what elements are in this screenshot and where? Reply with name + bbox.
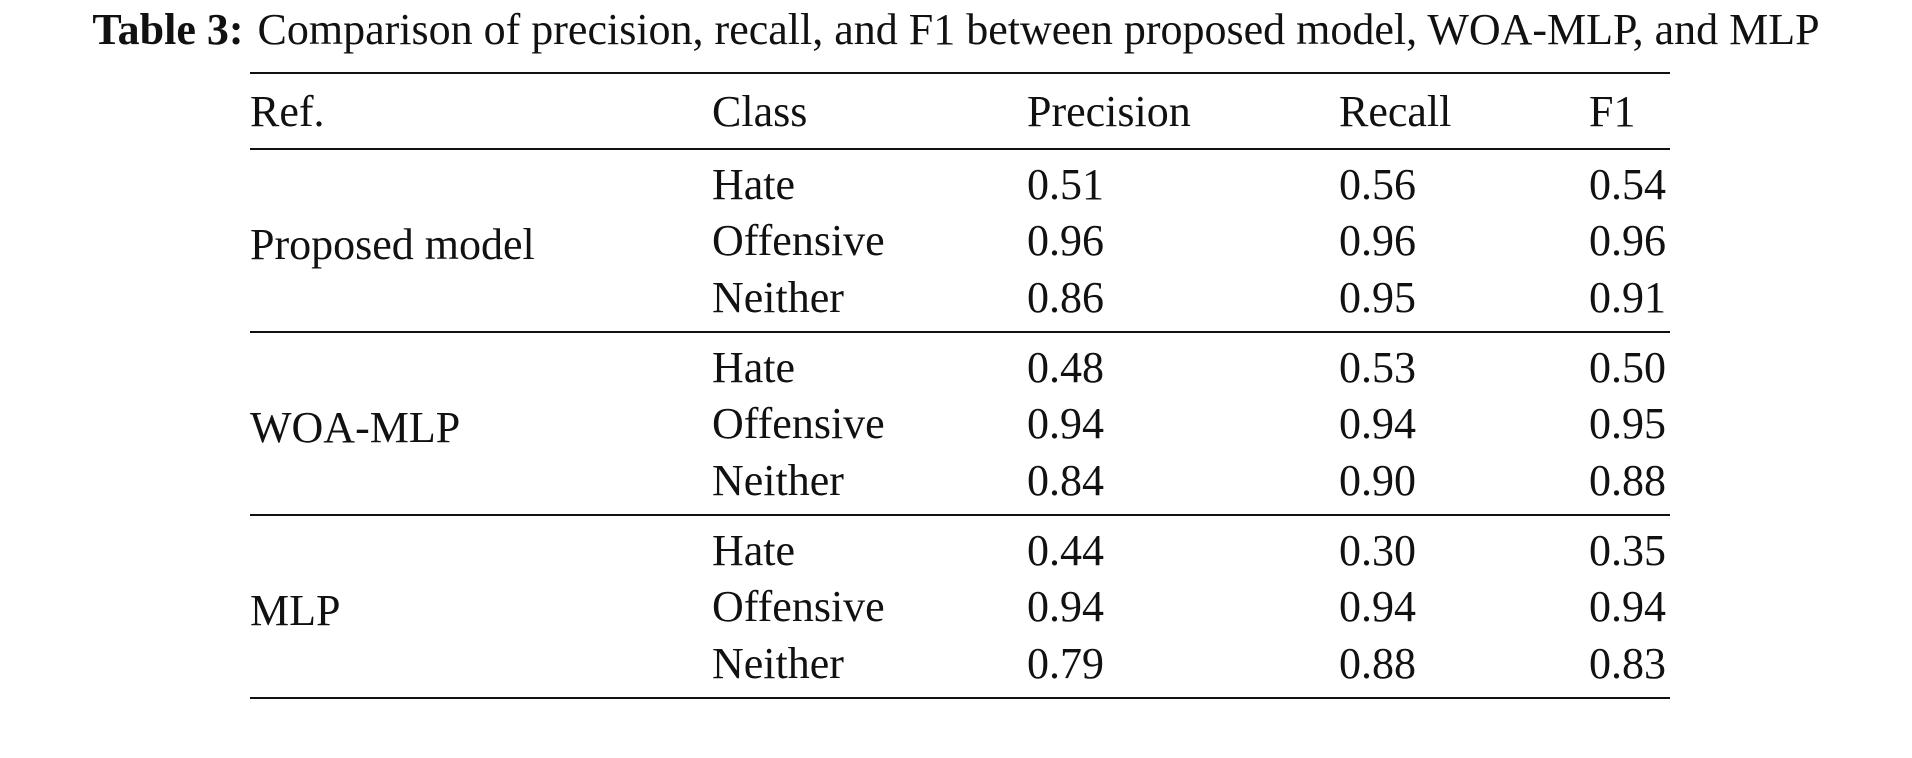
f1-cell: 0.88 <box>1589 455 1666 505</box>
f1-cell: 0.54 <box>1589 159 1666 209</box>
table-row: MLP Hate 0.44 0.30 0.35 <box>250 515 1670 636</box>
class-cell: Offensive <box>712 582 885 631</box>
recall-cell: 0.90 <box>1339 455 1416 505</box>
f1-cell: 0.95 <box>1589 399 1666 448</box>
group-proposed-model: Proposed model Hate 0.51 0.56 0.54 Offen… <box>250 149 1670 332</box>
class-cell: Hate <box>712 159 796 209</box>
table-header-row: Ref. Class Precision Recall F1 <box>250 73 1670 149</box>
recall-cell: 0.88 <box>1339 638 1416 688</box>
table-row: Neither 0.86 0.95 0.91 <box>250 271 1670 332</box>
f1-cell: 0.96 <box>1589 216 1666 265</box>
precision-cell: 0.48 <box>1027 342 1104 392</box>
caption-label: Table 3: <box>92 5 244 54</box>
group-woa-mlp: WOA-MLP Hate 0.48 0.53 0.50 Offensive 0.… <box>250 332 1670 515</box>
table-row: Proposed model Hate 0.51 0.56 0.54 <box>250 149 1670 270</box>
precision-cell: 0.94 <box>1027 582 1104 631</box>
class-cell: Hate <box>712 525 796 575</box>
recall-cell: 0.30 <box>1339 525 1416 575</box>
table-row: Offensive 0.94 0.94 0.95 <box>250 393 1670 454</box>
precision-cell: 0.86 <box>1027 272 1104 322</box>
f1-cell: 0.83 <box>1589 638 1666 688</box>
recall-cell: 0.94 <box>1339 582 1416 631</box>
class-cell: Neither <box>712 638 844 688</box>
group-mlp: MLP Hate 0.44 0.30 0.35 Offensive 0.94 0… <box>250 515 1670 698</box>
recall-cell: 0.95 <box>1339 272 1416 322</box>
table-row: Neither 0.79 0.88 0.83 <box>250 637 1670 698</box>
f1-cell: 0.91 <box>1589 272 1666 322</box>
class-cell: Hate <box>712 342 796 392</box>
results-table: Ref. Class Precision Recall F1 Proposed … <box>250 72 1670 699</box>
header-precision: Precision <box>1027 86 1191 136</box>
recall-cell: 0.96 <box>1339 216 1416 265</box>
header-recall: Recall <box>1339 86 1452 136</box>
caption-text: Comparison of precision, recall, and F1 … <box>257 5 1820 54</box>
precision-cell: 0.44 <box>1027 525 1104 575</box>
header-class: Class <box>712 86 808 136</box>
f1-cell: 0.94 <box>1589 582 1666 631</box>
class-cell: Neither <box>712 272 844 322</box>
f1-cell: 0.35 <box>1589 525 1666 575</box>
ref-cell: Proposed model <box>250 220 535 269</box>
header-f1: F1 <box>1589 86 1636 136</box>
table-row: Neither 0.84 0.90 0.88 <box>250 454 1670 515</box>
class-cell: Neither <box>712 455 844 505</box>
precision-cell: 0.79 <box>1027 638 1104 688</box>
recall-cell: 0.56 <box>1339 159 1416 209</box>
precision-cell: 0.94 <box>1027 399 1104 448</box>
recall-cell: 0.53 <box>1339 342 1416 392</box>
precision-cell: 0.84 <box>1027 455 1104 505</box>
class-cell: Offensive <box>712 399 885 448</box>
ref-cell: WOA-MLP <box>250 403 461 452</box>
recall-cell: 0.94 <box>1339 399 1416 448</box>
precision-cell: 0.51 <box>1027 159 1104 209</box>
table-row: WOA-MLP Hate 0.48 0.53 0.50 <box>250 332 1670 453</box>
table-row: Offensive 0.94 0.94 0.94 <box>250 576 1670 637</box>
table-row: Offensive 0.96 0.96 0.96 <box>250 210 1670 271</box>
table-caption: Table 3: Comparison of precision, recall,… <box>0 4 1912 56</box>
precision-cell: 0.96 <box>1027 216 1104 265</box>
ref-cell: MLP <box>250 586 341 635</box>
header-ref: Ref. <box>250 86 325 136</box>
class-cell: Offensive <box>712 216 885 265</box>
f1-cell: 0.50 <box>1589 342 1666 392</box>
